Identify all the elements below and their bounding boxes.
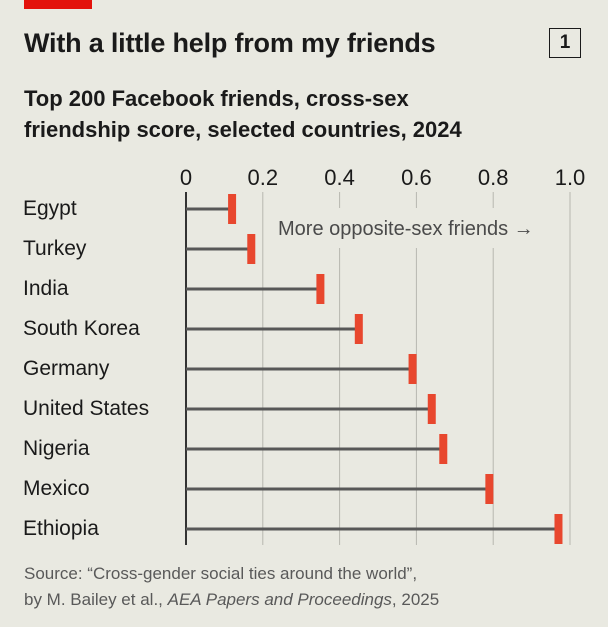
category-label: Germany <box>23 357 110 380</box>
chart-number-badge: 1 <box>549 28 581 58</box>
category-label: India <box>23 277 69 300</box>
annotation-label: More opposite-sex friends → <box>278 218 534 240</box>
annotation-background <box>270 208 566 248</box>
category-label: Mexico <box>23 477 90 500</box>
value-marker <box>554 514 563 544</box>
source-authors: by M. Bailey et al., <box>24 590 168 609</box>
x-tick-label: 0.2 <box>248 165 279 190</box>
chart-subtitle: Top 200 Facebook friends, cross-sex frie… <box>24 83 584 145</box>
category-label: Nigeria <box>23 437 90 460</box>
x-tick-label: 0.8 <box>478 165 509 190</box>
value-marker <box>316 274 325 304</box>
category-label: Turkey <box>23 237 87 260</box>
category-label: United States <box>23 397 149 420</box>
subtitle-line-1: Top 200 Facebook friends, cross-sex <box>24 86 409 111</box>
category-label: Egypt <box>23 197 77 220</box>
category-label: Ethiopia <box>23 517 99 540</box>
source-line-1: Source: “Cross-gender social ties around… <box>24 564 418 583</box>
value-marker <box>427 394 436 424</box>
category-label: South Korea <box>23 317 140 340</box>
source-note: Source: “Cross-gender social ties around… <box>24 561 439 613</box>
value-marker <box>485 474 494 504</box>
lollipop-chart: 0 0.2 0.4 0.6 0.8 1.0 More opposite-sex friend… <box>23 165 586 545</box>
source-journal: AEA Papers and Proceedings <box>167 590 392 609</box>
subtitle-line-2: friendship score, selected countries, 20… <box>24 117 462 142</box>
x-tick-label: 0.4 <box>324 165 355 190</box>
source-line-2: by M. Bailey et al., AEA Papers and Proc… <box>24 590 439 609</box>
x-tick-label: 0 <box>180 165 192 190</box>
x-tick-label: 1.0 <box>555 165 586 190</box>
accent-bar <box>24 0 92 9</box>
x-tick-label: 0.6 <box>401 165 432 190</box>
value-marker <box>247 234 256 264</box>
value-marker <box>228 194 237 224</box>
source-year: , 2025 <box>391 590 440 609</box>
value-marker <box>408 354 417 384</box>
value-marker <box>439 434 448 464</box>
value-marker <box>354 314 363 344</box>
chart-title: With a little help from my friends <box>24 28 436 58</box>
